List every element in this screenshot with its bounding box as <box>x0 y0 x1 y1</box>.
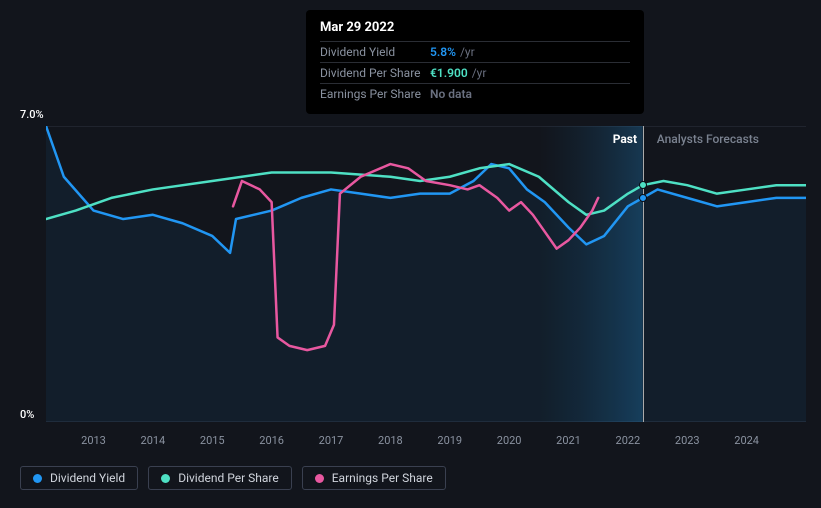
crosshair-line <box>643 126 644 422</box>
legend-label: Earnings Per Share <box>332 471 433 485</box>
x-tick: 2017 <box>319 434 344 447</box>
legend-item[interactable]: Dividend Yield <box>20 466 138 490</box>
legend-dot <box>315 474 324 483</box>
chart-tooltip: Mar 29 2022 Dividend Yield5.8%/yrDividen… <box>306 10 644 114</box>
tooltip-row-label: Dividend Per Share <box>320 66 430 80</box>
tooltip-row: Dividend Per Share€1.900/yr <box>320 62 630 83</box>
tooltip-row-label: Earnings Per Share <box>320 87 430 101</box>
y-tick-min: 0% <box>20 408 34 421</box>
tooltip-row: Dividend Yield5.8%/yr <box>320 41 630 62</box>
x-tick: 2019 <box>437 434 462 447</box>
chart-svg <box>46 126 806 422</box>
past-label: Past <box>613 132 637 146</box>
x-tick: 2018 <box>378 434 403 447</box>
x-tick: 2013 <box>81 434 106 447</box>
tooltip-date: Mar 29 2022 <box>320 20 630 41</box>
x-tick: 2016 <box>259 434 284 447</box>
x-tick: 2023 <box>675 434 700 447</box>
legend-item[interactable]: Dividend Per Share <box>148 466 292 490</box>
tooltip-row-label: Dividend Yield <box>320 45 430 59</box>
tooltip-row-value: 5.8%/yr <box>430 45 475 59</box>
series-marker <box>639 181 647 189</box>
y-tick-max: 7.0% <box>20 108 44 121</box>
chart-plot-area[interactable] <box>46 126 806 422</box>
legend-label: Dividend Yield <box>50 471 125 485</box>
x-tick: 2015 <box>200 434 225 447</box>
tooltip-row-value: €1.900/yr <box>430 66 486 80</box>
x-tick: 2024 <box>734 434 759 447</box>
legend: Dividend Yield Dividend Per Share Earnings… <box>20 466 446 490</box>
x-tick: 2021 <box>556 434 581 447</box>
legend-dot <box>161 474 170 483</box>
forecast-label: Analysts Forecasts <box>657 132 759 146</box>
legend-dot <box>33 474 42 483</box>
tooltip-row: Earnings Per ShareNo data <box>320 83 630 104</box>
x-tick: 2022 <box>616 434 641 447</box>
series-marker <box>639 194 647 202</box>
legend-item[interactable]: Earnings Per Share <box>302 466 446 490</box>
x-tick: 2020 <box>497 434 522 447</box>
legend-label: Dividend Per Share <box>178 471 279 485</box>
tooltip-row-value: No data <box>430 87 472 101</box>
x-tick: 2014 <box>141 434 166 447</box>
